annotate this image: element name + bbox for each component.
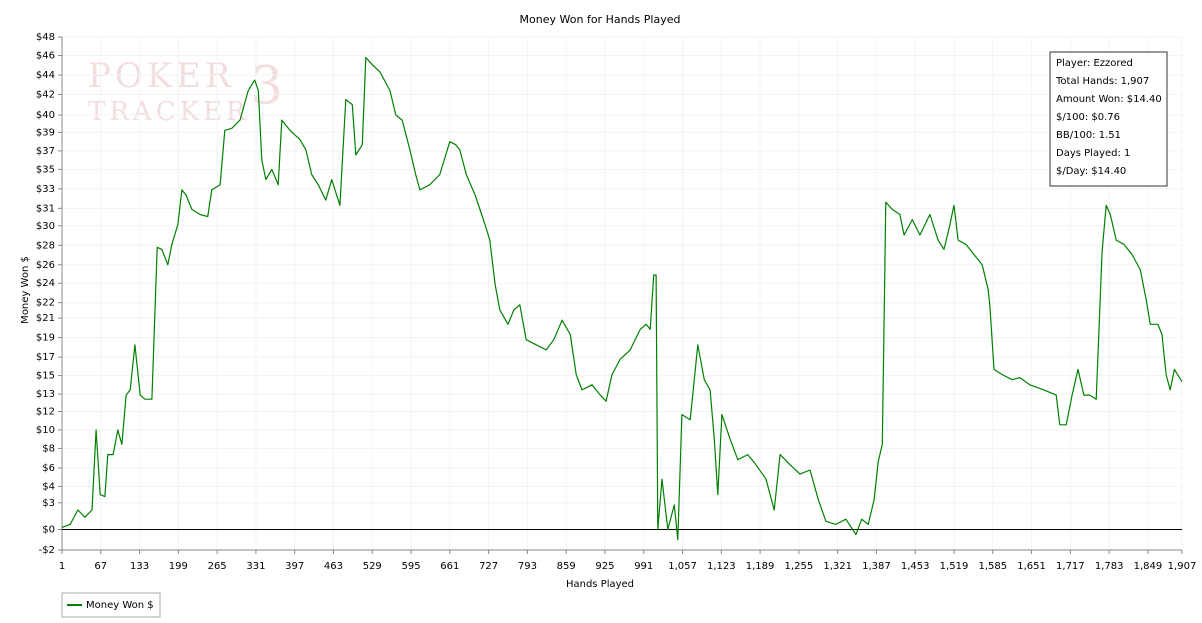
y-tick-label: $22 xyxy=(36,298,55,309)
x-tick-label: 595 xyxy=(401,561,420,572)
x-tick-label: 1,783 xyxy=(1095,561,1124,572)
y-tick-label: $13 xyxy=(36,389,55,400)
x-tick-label: 1,651 xyxy=(1017,561,1046,572)
x-tick-label: 1,717 xyxy=(1056,561,1085,572)
y-tick-label: $39 xyxy=(36,127,55,138)
y-tick-label: -$2 xyxy=(39,545,55,556)
watermark: POKER TRACKER 3 xyxy=(88,56,283,127)
x-tick-label: 661 xyxy=(440,561,459,572)
y-tick-label: $46 xyxy=(36,50,55,61)
x-tick-label: 1,387 xyxy=(862,561,891,572)
x-tick-label: 265 xyxy=(208,561,227,572)
x-tick-label: 991 xyxy=(634,561,653,572)
y-tick-label: $19 xyxy=(36,333,55,344)
annotation: $/100: $0.76 xyxy=(1056,112,1120,123)
x-tick-label: 397 xyxy=(285,561,304,572)
y-tick-label: $10 xyxy=(36,425,55,436)
x-tick-label: 1 xyxy=(59,561,65,572)
x-tick-label: 925 xyxy=(595,561,614,572)
watermark-text: TRACKER xyxy=(88,97,250,127)
x-tick-label: 331 xyxy=(246,561,265,572)
watermark-text: POKER xyxy=(88,56,235,96)
stats-box xyxy=(1049,51,1168,187)
x-tick-label: 1,585 xyxy=(978,561,1007,572)
y-tick-label: $17 xyxy=(36,352,55,363)
annotation: Amount Won: $14.40 xyxy=(1056,94,1162,105)
x-tick-label: 1,189 xyxy=(746,561,775,572)
x-tick-label: 1,057 xyxy=(668,561,697,572)
y-tick-label: $21 xyxy=(36,313,55,324)
y-tick-label: $33 xyxy=(36,184,55,195)
x-tick-label: 1,849 xyxy=(1134,561,1163,572)
x-axis-label: Hands Played xyxy=(566,579,634,590)
annotation: BB/100: 1.51 xyxy=(1056,130,1121,141)
annotation: Days Played: 1 xyxy=(1056,148,1130,159)
chart-title: Money Won for Hands Played xyxy=(520,13,681,26)
y-tick-label: $30 xyxy=(36,221,55,232)
x-tick-label: 793 xyxy=(518,561,537,572)
y-tick-label: $42 xyxy=(36,89,55,100)
y-tick-label: $15 xyxy=(36,371,55,382)
x-tick-label: 1,519 xyxy=(940,561,969,572)
y-tick-label: $44 xyxy=(36,70,55,81)
x-tick-label: 1,321 xyxy=(823,561,852,572)
y-tick-label: $37 xyxy=(36,146,55,157)
y-tick-label: $3 xyxy=(42,498,55,509)
x-tick-label: 1,255 xyxy=(785,561,814,572)
x-tick-label: 463 xyxy=(324,561,343,572)
x-tick-label: 1,123 xyxy=(707,561,736,572)
annotation: Total Hands: 1,907 xyxy=(1055,76,1149,87)
y-tick-label: $24 xyxy=(36,278,55,289)
x-tick-label: 859 xyxy=(557,561,576,572)
y-tick-label: $31 xyxy=(36,203,55,214)
y-tick-label: $6 xyxy=(42,463,55,474)
y-tick-label: $48 xyxy=(36,32,55,43)
y-tick-label: $0 xyxy=(42,524,55,535)
y-tick-label: $4 xyxy=(42,481,55,492)
y-tick-label: $26 xyxy=(36,260,55,271)
y-tick-label: $8 xyxy=(42,443,55,454)
x-tick-label: 529 xyxy=(363,561,382,572)
x-tick-label: 1,907 xyxy=(1168,561,1197,572)
legend-label: Money Won $ xyxy=(86,600,154,611)
y-tick-label: $40 xyxy=(36,110,55,121)
x-tick-label: 199 xyxy=(169,561,188,572)
x-tick-label: 727 xyxy=(479,561,498,572)
line-series xyxy=(61,56,1183,541)
x-tick-label: 1,453 xyxy=(901,561,930,572)
y-tick-label: $28 xyxy=(36,240,55,251)
x-tick-label: 133 xyxy=(130,561,149,572)
y-axis-label: Money Won $ xyxy=(20,256,31,324)
annotation: $/Day: $14.40 xyxy=(1056,166,1126,177)
annotation: Player: Ezzored xyxy=(1056,58,1133,69)
y-tick-label: $12 xyxy=(36,406,55,417)
y-tick-label: $35 xyxy=(36,164,55,175)
x-tick-label: 67 xyxy=(94,561,107,572)
